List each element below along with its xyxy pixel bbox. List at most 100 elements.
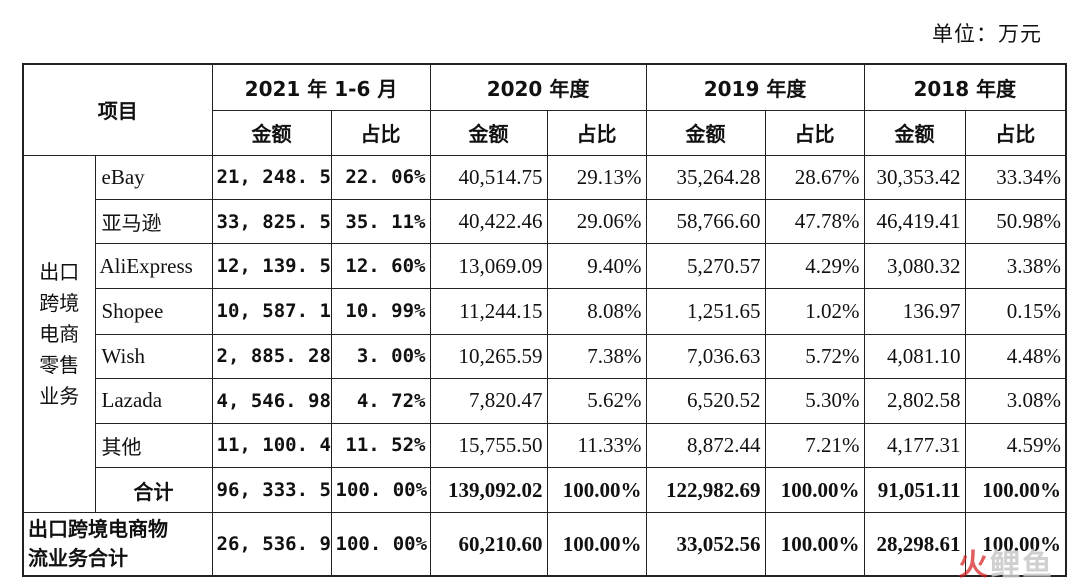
header-period: 2020 年度 [429, 63, 647, 111]
share-cell: 50.98% [964, 199, 1067, 245]
share-cell: 9.40% [546, 243, 647, 290]
share-cell: 28.67% [764, 154, 865, 201]
amount-cell: 13,069.09 [429, 243, 548, 290]
share-cell: 5.72% [764, 333, 865, 379]
share-cell: 100.00% [546, 467, 647, 514]
amount-cell: 60,210.60 [429, 512, 548, 577]
amount-cell: 40,422.46 [429, 199, 548, 245]
share-cell: 3.08% [964, 377, 1067, 424]
logistics-total-row: 出口跨境电商物 流业务合计 26, 536. 96 100. 00% 60,21… [22, 512, 1067, 577]
amount-cell: 96, 333. 52 [211, 467, 332, 514]
category-label: 零售 [39, 352, 80, 377]
share-cell: 7.38% [546, 333, 647, 379]
share-cell: 100.00% [964, 467, 1067, 514]
watermark-logo: 火鲤鱼 [958, 540, 1054, 584]
logistics-label-line: 出口跨境电商物 [28, 517, 168, 542]
share-cell: 0.15% [964, 288, 1067, 335]
share-cell: 100.00% [764, 467, 865, 514]
header-amount: 金额 [863, 109, 966, 156]
amount-cell: 21, 248. 53 [211, 154, 332, 201]
table-row: AliExpress 12, 139. 59 12. 60% 13,069.09… [23, 243, 1067, 290]
amount-cell: 33, 825. 52 [211, 199, 332, 245]
share-cell: 1.02% [764, 288, 865, 335]
amount-cell: 7,036.63 [645, 333, 766, 379]
amount-cell: 91,051.11 [863, 467, 966, 514]
header-row-periods: 项目 2021 年 1-6 月 2020 年度 2019 年度 2018 年度 [22, 63, 1067, 156]
category-label: 业务 [39, 383, 80, 408]
header-amount: 金额 [429, 109, 548, 156]
share-cell: 3.38% [964, 243, 1067, 290]
category-label: 出口 [39, 259, 80, 284]
header-amount: 金额 [211, 109, 332, 156]
amount-cell: 33,052.56 [645, 512, 766, 577]
table-row: Shopee 10, 587. 17 10. 99% 11,244.15 8.0… [23, 288, 1067, 335]
amount-cell: 12, 139. 59 [211, 243, 332, 290]
table-row: 其他 11, 100. 44 11. 52% 15,755.50 11.33% … [23, 422, 1067, 469]
share-cell: 7.21% [764, 422, 865, 469]
header-item: 项目 [22, 63, 213, 156]
amount-cell: 7,820.47 [429, 377, 548, 424]
logistics-total-label: 出口跨境电商物 流业务合计 [22, 512, 213, 577]
amount-cell: 30,353.42 [863, 154, 966, 201]
amount-cell: 10, 587. 17 [211, 288, 332, 335]
share-cell: 100.00% [546, 512, 647, 577]
amount-cell: 4,177.31 [863, 422, 966, 469]
share-cell: 100. 00% [330, 512, 431, 577]
platform-name: Shopee [94, 288, 213, 335]
amount-cell: 122,982.69 [645, 467, 766, 514]
subtotal-row: 合计 96, 333. 52 100. 00% 139,092.02 100.0… [23, 467, 1067, 514]
share-cell: 4.59% [964, 422, 1067, 469]
amount-cell: 11, 100. 44 [211, 422, 332, 469]
amount-cell: 26, 536. 96 [211, 512, 332, 577]
category-label: 电商 [39, 321, 80, 346]
header-period: 2021 年 1-6 月 [211, 63, 431, 111]
subtotal-label: 合计 [94, 467, 213, 514]
share-cell: 100.00% [764, 512, 865, 577]
header-share: 占比 [330, 109, 431, 156]
watermark-part: 火 [958, 548, 990, 583]
header-period: 2018 年度 [863, 63, 1067, 111]
share-cell: 47.78% [764, 199, 865, 245]
share-cell: 29.13% [546, 154, 647, 201]
header-share: 占比 [764, 109, 865, 156]
share-cell: 4.48% [964, 333, 1067, 379]
share-cell: 10. 99% [330, 288, 431, 335]
amount-cell: 58,766.60 [645, 199, 766, 245]
share-cell: 4.29% [764, 243, 865, 290]
amount-cell: 2,802.58 [863, 377, 966, 424]
share-cell: 35. 11% [330, 199, 431, 245]
table-row: 出口 跨境 电商 零售 业务 eBay 21, 248. 53 22. 06% … [22, 154, 1067, 514]
platform-name: 亚马逊 [94, 199, 213, 245]
watermark-part: 鲤鱼 [990, 548, 1054, 583]
platform-name: AliExpress [94, 243, 213, 290]
amount-cell: 2, 885. 28 [211, 333, 332, 379]
share-cell: 11. 52% [330, 422, 431, 469]
table-row: Lazada 4, 546. 98 4. 72% 7,820.47 5.62% … [23, 377, 1067, 424]
share-cell: 100. 00% [330, 467, 431, 514]
amount-cell: 46,419.41 [863, 199, 966, 245]
header-share: 占比 [546, 109, 647, 156]
platform-name: 其他 [94, 422, 213, 469]
amount-cell: 35,264.28 [645, 154, 766, 201]
category-cell: 出口 跨境 电商 零售 业务 [22, 154, 96, 514]
amount-cell: 6,520.52 [645, 377, 766, 424]
amount-cell: 11,244.15 [429, 288, 548, 335]
header-amount: 金额 [645, 109, 766, 156]
amount-cell: 4, 546. 98 [211, 377, 332, 424]
amount-cell: 28,298.61 [863, 512, 966, 577]
amount-cell: 1,251.65 [645, 288, 766, 335]
share-cell: 12. 60% [330, 243, 431, 290]
amount-cell: 136.97 [863, 288, 966, 335]
share-cell: 33.34% [964, 154, 1067, 201]
share-cell: 5.62% [546, 377, 647, 424]
header-period: 2019 年度 [645, 63, 865, 111]
share-cell: 3. 00% [330, 333, 431, 379]
platform-name: eBay [94, 154, 213, 201]
share-cell: 11.33% [546, 422, 647, 469]
table-row: Wish 2, 885. 28 3. 00% 10,265.59 7.38% 7… [23, 333, 1067, 379]
amount-cell: 5,270.57 [645, 243, 766, 290]
unit-label: 单位：万元 [932, 22, 1042, 46]
share-cell: 4. 72% [330, 377, 431, 424]
amount-cell: 139,092.02 [429, 467, 548, 514]
table-row: 亚马逊 33, 825. 52 35. 11% 40,422.46 29.06%… [23, 199, 1067, 245]
